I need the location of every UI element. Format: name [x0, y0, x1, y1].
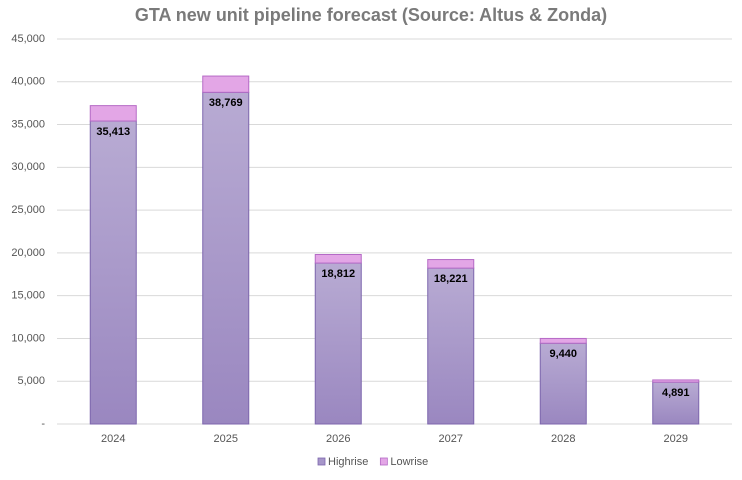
- y-tick-label: 10,000: [11, 332, 45, 344]
- legend-label: Highrise: [328, 456, 368, 468]
- legend-swatch: [317, 457, 326, 466]
- data-label: 4,891: [662, 387, 690, 399]
- data-label: 38,769: [209, 97, 243, 109]
- bar-segment: [314, 253, 362, 264]
- bar-segment: [652, 379, 700, 383]
- x-tick-label: 2027: [439, 433, 463, 445]
- bar-segment: [202, 75, 250, 93]
- legend-swatch: [379, 457, 388, 466]
- x-tick-label: 2024: [101, 433, 125, 445]
- bar-segment: [202, 91, 250, 425]
- y-tick-label: 35,000: [11, 118, 45, 130]
- bar-segment: [89, 120, 137, 425]
- y-tick-label: -: [41, 418, 45, 430]
- x-tick-label: 2029: [664, 433, 688, 445]
- data-label: 18,221: [434, 273, 468, 285]
- y-tick-label: 30,000: [11, 161, 45, 173]
- bar-segment: [427, 259, 475, 269]
- chart-title: GTA new unit pipeline forecast (Source: …: [135, 5, 607, 25]
- y-tick-label: 20,000: [11, 247, 45, 259]
- data-label: 18,812: [321, 268, 355, 280]
- y-tick-label: 5,000: [17, 375, 45, 387]
- x-tick-label: 2028: [551, 433, 575, 445]
- data-label: 35,413: [96, 126, 130, 138]
- y-tick-label: 25,000: [11, 204, 45, 216]
- bar-segment: [427, 267, 475, 425]
- bar-segment: [539, 337, 587, 344]
- x-tick-label: 2025: [214, 433, 238, 445]
- y-tick-label: 45,000: [11, 33, 45, 45]
- bar-segment: [89, 105, 137, 122]
- legend-label: Lowrise: [390, 456, 428, 468]
- y-tick-label: 40,000: [11, 76, 45, 88]
- data-label: 9,440: [549, 348, 577, 360]
- y-tick-label: 15,000: [11, 290, 45, 302]
- x-tick-label: 2026: [326, 433, 350, 445]
- bar-segment: [314, 262, 362, 425]
